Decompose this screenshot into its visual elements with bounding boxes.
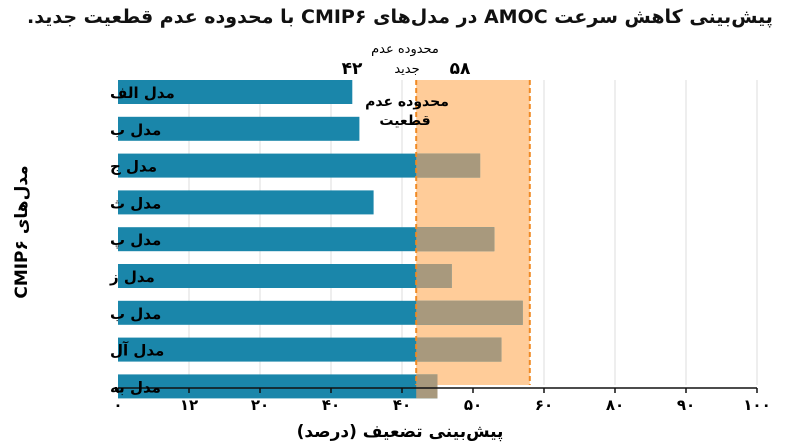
- category-label: مدل ث: [110, 194, 161, 212]
- x-axis-label: پیش‌بینی تضعیف (درصد): [297, 422, 504, 442]
- x-tick-label: ۱۰۰: [743, 396, 770, 414]
- bar: [118, 374, 438, 399]
- bar-band-overlap: [416, 264, 452, 288]
- bars: [118, 80, 523, 399]
- x-tick-label: ۶۰: [535, 396, 553, 414]
- band-inner-label-line1: محدوده عدم: [365, 94, 449, 110]
- band-upper-label: ۵۸: [450, 59, 471, 79]
- category-label: مدل الف: [110, 84, 175, 102]
- band-lower-label: ۴۲: [342, 59, 363, 79]
- band-inner-label-line2: قطعیت: [379, 113, 430, 129]
- bar-band-overlap: [416, 227, 495, 252]
- x-tick-label: ۵۰: [464, 396, 482, 414]
- bar-band-overlap: [416, 300, 523, 325]
- x-axis: ۰ ۱۲ ۲۰ ۴۰ ۴۰ ۵۰ ۶۰ ۸۰ ۹۰ ۱۰۰: [113, 387, 771, 414]
- category-label: مدل آل: [110, 342, 164, 360]
- y-axis-label: مدل‌های CMIP۶: [12, 165, 32, 298]
- bar: [118, 80, 353, 104]
- bar: [118, 116, 360, 141]
- band-boundaries: [415, 80, 531, 385]
- bar: [118, 264, 452, 288]
- category-labels: مدل الف مدل ب مدل ج مدل ث مدل پ مدل ز مدل ب مدل…: [109, 84, 175, 396]
- category-label: مدل ب: [110, 121, 161, 139]
- band-top-label-line1: محدوده عدم: [371, 42, 439, 57]
- bar-band-overlap: [416, 153, 481, 178]
- category-label: مدل ب: [110, 305, 161, 323]
- x-tick-label: ۱۲: [180, 396, 198, 414]
- x-tick-label: ۰: [113, 396, 122, 414]
- bar-band-overlap: [416, 374, 438, 399]
- x-tick-label: ۴۰: [322, 396, 340, 414]
- band-top-label-line2: جدید: [394, 62, 419, 77]
- x-tick-label: ۲۰: [251, 396, 269, 414]
- x-tick-label: ۸۰: [606, 396, 624, 414]
- x-tick-label: ۹۰: [677, 396, 695, 414]
- x-tick-label: ۴۰: [393, 396, 411, 414]
- category-label: مدل ز: [109, 268, 155, 286]
- bar: [118, 190, 374, 215]
- chart-title: پیش‌بینی کاهش سرعت AMOC در مدل‌های CMIP۶…: [27, 6, 773, 28]
- category-label: مدل ج: [110, 158, 157, 176]
- bar-band-overlap: [416, 337, 502, 362]
- category-label: مدل به: [110, 378, 161, 396]
- category-label: مدل پ: [110, 231, 161, 249]
